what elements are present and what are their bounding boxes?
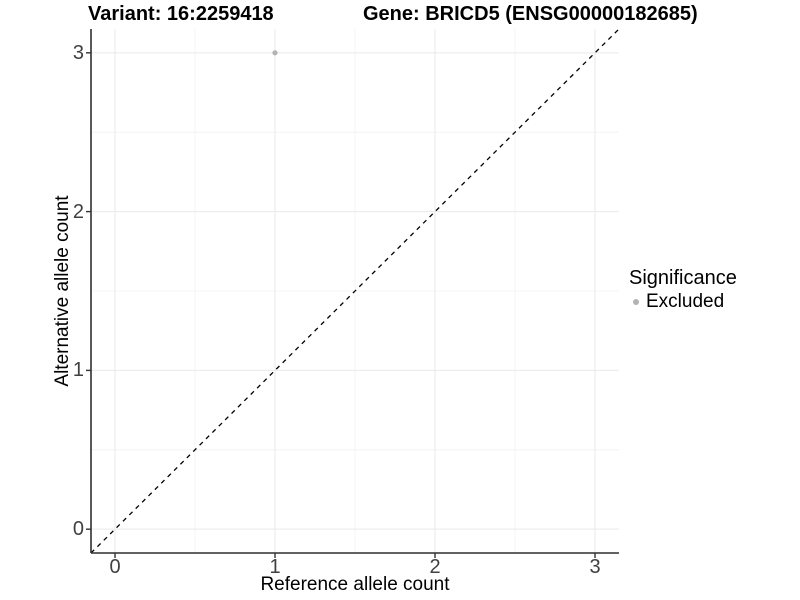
plot-panel [86, 28, 620, 558]
x-tick-label: 3 [589, 556, 601, 578]
legend: Significance Excluded [629, 266, 737, 314]
y-tick-label: 2 [72, 200, 84, 223]
y-tick-label: 3 [72, 41, 84, 64]
data-point [272, 50, 278, 56]
legend-title: Significance [629, 267, 737, 289]
plot-title-variant: Variant: 16:2259418 [88, 3, 274, 25]
x-tick-label: 1 [269, 556, 281, 578]
x-tick-label: 0 [109, 556, 121, 578]
y-tick-label: 1 [72, 359, 84, 382]
legend-item-label: Excluded [646, 291, 725, 312]
y-axis-title: Alternative allele count [52, 195, 73, 387]
plot-title-gene: Gene: BRICD5 (ENSG00000182685) [363, 3, 698, 25]
legend-item-excluded: Excluded [629, 290, 737, 314]
x-tick-label: 2 [429, 556, 441, 578]
y-tick-label: 0 [72, 518, 84, 541]
identity-dashed-line [90, 28, 620, 554]
chart-canvas [86, 28, 620, 558]
legend-point-icon [633, 299, 639, 305]
x-axis-title: Reference allele count [260, 574, 450, 595]
